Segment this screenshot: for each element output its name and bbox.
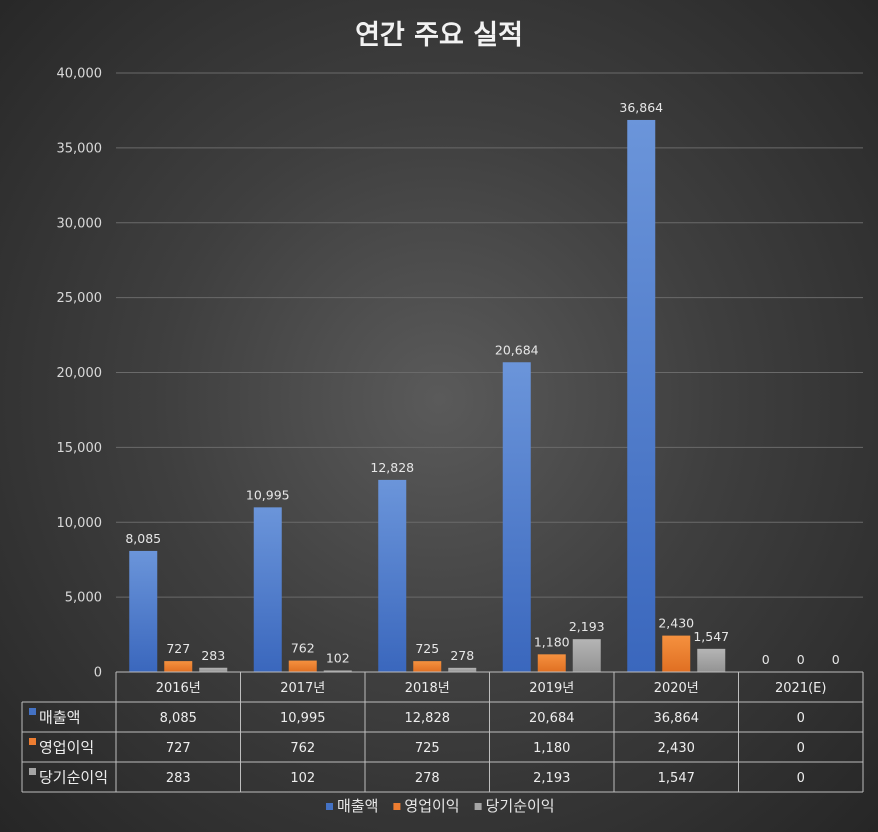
table-cell: 2,193 bbox=[533, 771, 570, 786]
bar-영업이익 bbox=[164, 661, 193, 672]
y-tick-label: 0 bbox=[94, 666, 102, 681]
y-axis: 0 5,000 10,000 15,000 20,000 25,000 30,000 35,0… bbox=[57, 67, 103, 681]
legend-swatch bbox=[326, 803, 333, 810]
data-label: 0 bbox=[762, 652, 770, 667]
table-cell: 36,864 bbox=[654, 711, 700, 726]
data-label: 2,430 bbox=[658, 616, 694, 631]
bar-당기순이익 bbox=[448, 667, 477, 672]
data-label: 0 bbox=[832, 652, 840, 667]
data-label: 20,684 bbox=[495, 342, 539, 357]
y-tick-label: 5,000 bbox=[65, 591, 102, 606]
table-header-cell: 2019년 bbox=[529, 681, 574, 696]
data-label: 727 bbox=[166, 641, 190, 656]
data-table: 2016년 2017년 2018년 2019년 2020년 2021(E) 매출액 8,085… bbox=[21, 671, 864, 793]
legend-swatch bbox=[474, 803, 482, 810]
data-label: 762 bbox=[291, 641, 315, 656]
y-tick-label: 25,000 bbox=[57, 291, 103, 306]
y-tick-label: 20,000 bbox=[57, 366, 103, 381]
bar-영업이익 bbox=[662, 635, 691, 672]
table-cell: 0 bbox=[797, 771, 805, 786]
bars: 8,085 727 283 10,995 762 102 12,828 725 278 20,68… bbox=[125, 100, 840, 672]
bar-당기순이익 bbox=[323, 670, 352, 672]
table-cell: 8,085 bbox=[160, 711, 197, 726]
row-key-swatch bbox=[29, 768, 36, 775]
y-tick-label: 15,000 bbox=[57, 441, 103, 456]
table-row-label: 당기순이익 bbox=[39, 769, 108, 787]
legend-swatch bbox=[393, 803, 401, 810]
chart-title: 연간 주요 실적 bbox=[355, 20, 523, 51]
bar-영업이익 bbox=[413, 661, 442, 672]
bar-매출액 bbox=[627, 119, 656, 672]
table-cell: 725 bbox=[415, 741, 440, 756]
data-label: 12,828 bbox=[370, 460, 414, 475]
table-header-cell: 2021(E) bbox=[775, 681, 826, 696]
data-label: 1,180 bbox=[534, 634, 570, 649]
table-cell: 278 bbox=[415, 771, 440, 786]
bar-매출액 bbox=[253, 507, 282, 672]
y-tick-label: 30,000 bbox=[57, 216, 103, 231]
table-row-label: 매출액 bbox=[39, 709, 80, 727]
data-label: 36,864 bbox=[619, 100, 663, 115]
bar-영업이익 bbox=[537, 654, 566, 672]
data-label: 278 bbox=[450, 648, 474, 663]
bar-당기순이익 bbox=[572, 639, 601, 672]
legend-label: 영업이익 bbox=[404, 797, 459, 815]
table-header-cell: 2016년 bbox=[156, 681, 201, 696]
gridlines bbox=[116, 72, 863, 598]
data-label: 0 bbox=[797, 652, 805, 667]
table-row-label: 영업이익 bbox=[39, 739, 94, 757]
y-tick-label: 40,000 bbox=[57, 67, 103, 82]
table-cell: 12,828 bbox=[405, 711, 451, 726]
bar-매출액 bbox=[378, 479, 407, 672]
data-label: 725 bbox=[415, 641, 439, 656]
table-cell: 2,430 bbox=[658, 741, 695, 756]
bar-당기순이익 bbox=[199, 667, 228, 672]
bar-매출액 bbox=[129, 550, 158, 672]
legend-label: 매출액 bbox=[337, 797, 378, 815]
table-cell: 20,684 bbox=[529, 711, 575, 726]
data-label: 10,995 bbox=[246, 487, 290, 502]
y-tick-label: 10,000 bbox=[57, 516, 103, 531]
table-cell: 0 bbox=[797, 741, 805, 756]
data-label: 102 bbox=[326, 650, 350, 665]
data-label: 283 bbox=[201, 648, 225, 663]
table-cell: 762 bbox=[290, 741, 315, 756]
data-label: 8,085 bbox=[125, 531, 161, 546]
table-cell: 1,547 bbox=[658, 771, 695, 786]
table-cell: 1,180 bbox=[533, 741, 570, 756]
row-key-swatch bbox=[29, 738, 36, 745]
table-cell: 727 bbox=[166, 741, 191, 756]
y-tick-label: 35,000 bbox=[57, 141, 103, 156]
bar-영업이익 bbox=[288, 660, 317, 672]
table-header-cell: 2020년 bbox=[654, 681, 699, 696]
bar-당기순이익 bbox=[697, 648, 726, 672]
table-header-cell: 2017년 bbox=[280, 681, 325, 696]
table-cell: 102 bbox=[290, 771, 315, 786]
table-header-cell: 2018년 bbox=[405, 681, 450, 696]
data-label: 2,193 bbox=[569, 619, 605, 634]
table-cell: 0 bbox=[797, 711, 805, 726]
legend-label: 당기순이익 bbox=[486, 797, 555, 815]
data-label: 1,547 bbox=[693, 629, 729, 644]
row-key-swatch bbox=[29, 708, 36, 715]
legend: 매출액 영업이익 당기순이익 bbox=[326, 797, 555, 815]
table-cell: 283 bbox=[166, 771, 191, 786]
table-cell: 10,995 bbox=[280, 711, 326, 726]
bar-매출액 bbox=[502, 362, 531, 672]
